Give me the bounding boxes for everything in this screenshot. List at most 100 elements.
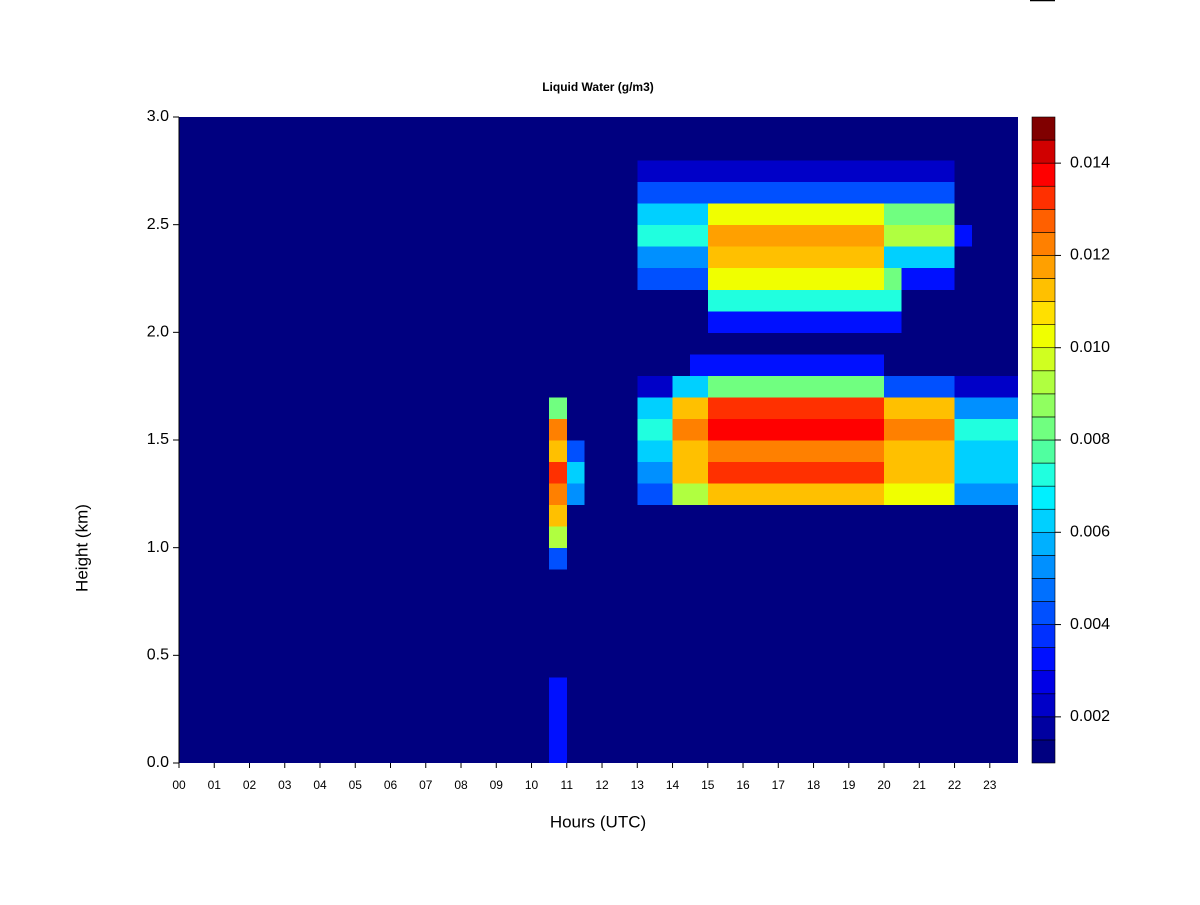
cell <box>284 203 303 226</box>
cell <box>743 418 762 441</box>
cell <box>549 719 568 742</box>
cell <box>390 246 409 269</box>
cell <box>302 547 321 570</box>
cell <box>566 741 585 763</box>
cell <box>884 310 903 333</box>
cell <box>302 526 321 549</box>
cell <box>425 719 444 742</box>
cell <box>602 418 621 441</box>
cell <box>919 224 938 247</box>
cell <box>337 483 356 506</box>
cell <box>443 181 462 204</box>
cell <box>919 332 938 355</box>
cell <box>302 246 321 269</box>
cell <box>443 698 462 721</box>
cell <box>425 375 444 398</box>
cell <box>179 138 198 161</box>
cell <box>707 224 726 247</box>
cell <box>214 655 233 678</box>
cell <box>513 353 533 376</box>
cell <box>795 698 815 721</box>
cell <box>531 483 550 506</box>
cell <box>690 246 709 269</box>
cell <box>531 332 550 355</box>
cell <box>584 117 603 140</box>
cell <box>884 526 903 549</box>
cell <box>566 160 585 183</box>
cell <box>267 741 286 763</box>
cell <box>390 310 409 333</box>
cell <box>760 483 779 506</box>
cell <box>672 332 691 355</box>
cell <box>972 676 991 699</box>
cell <box>672 569 691 592</box>
cell <box>989 160 1008 183</box>
cell <box>901 504 920 527</box>
cell <box>179 741 198 763</box>
cell <box>513 160 533 183</box>
cell <box>690 117 709 140</box>
cell <box>901 375 920 398</box>
cell <box>654 698 674 721</box>
cell <box>919 655 938 678</box>
cell <box>707 203 726 226</box>
cell <box>390 440 409 463</box>
cell <box>461 267 480 290</box>
cell <box>602 246 621 269</box>
cell <box>972 181 991 204</box>
cell <box>267 569 286 592</box>
cell <box>1007 224 1018 247</box>
cell <box>566 440 585 463</box>
cell <box>848 203 867 226</box>
cell <box>390 741 409 763</box>
cell <box>196 633 215 656</box>
cell <box>513 719 533 742</box>
cell <box>390 353 409 376</box>
cell <box>355 569 374 592</box>
cell <box>813 440 832 463</box>
cell <box>179 375 198 398</box>
cell <box>231 181 251 204</box>
cell <box>461 633 480 656</box>
cell <box>320 741 339 763</box>
cell <box>284 138 303 161</box>
cell <box>778 224 797 247</box>
cell <box>337 289 356 312</box>
cell <box>496 246 515 269</box>
cell <box>1007 396 1018 419</box>
cell <box>531 655 550 678</box>
cell <box>884 117 903 140</box>
cell <box>584 698 603 721</box>
cell <box>372 461 392 484</box>
cell <box>637 440 656 463</box>
cell <box>549 224 568 247</box>
cell <box>231 612 251 635</box>
cell <box>231 138 251 161</box>
cell <box>813 267 832 290</box>
cell <box>795 633 815 656</box>
cell <box>654 203 674 226</box>
cell <box>284 504 303 527</box>
cell <box>513 612 533 635</box>
cell <box>267 246 286 269</box>
cell <box>654 526 674 549</box>
cell <box>496 160 515 183</box>
cell <box>707 526 726 549</box>
colorbar-box <box>1031 624 1056 648</box>
cell <box>284 633 303 656</box>
cell <box>672 246 691 269</box>
cell <box>249 246 268 269</box>
cell <box>496 289 515 312</box>
colorbar-tick-label: 0.008 <box>1070 431 1110 448</box>
cell <box>760 418 779 441</box>
cell <box>690 375 709 398</box>
cell <box>831 633 850 656</box>
cell <box>284 181 303 204</box>
cell <box>549 504 568 527</box>
cell <box>637 569 656 592</box>
cell <box>372 310 392 333</box>
cell <box>408 310 427 333</box>
cell <box>372 741 392 763</box>
cell <box>954 440 973 463</box>
